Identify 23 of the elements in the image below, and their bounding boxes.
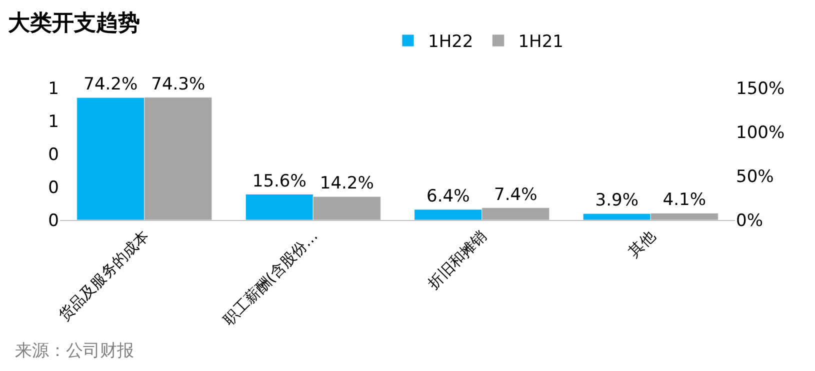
y-tick-label: 0: [48, 144, 59, 165]
y-tick-label: 1: [48, 112, 59, 132]
data-label: 14.2%: [320, 174, 374, 194]
x-tick-label: 折旧和摊销: [424, 226, 490, 293]
y2-tick-label: 50%: [736, 166, 774, 187]
legend-label: 1H21: [518, 32, 564, 52]
legend-label: 1H22: [428, 32, 474, 52]
data-label: 6.4%: [426, 186, 470, 206]
data-label: 15.6%: [252, 171, 306, 192]
data-label: 74.2%: [84, 74, 138, 95]
y-tick-label: 0: [48, 178, 59, 198]
y2-tick-label: 100%: [736, 122, 785, 143]
data-label: 4.1%: [662, 190, 706, 210]
data-label: 3.9%: [595, 190, 638, 211]
y2-tick-label: 0%: [736, 210, 763, 231]
y2-tick-label: 150%: [736, 78, 785, 99]
y-tick-label: 1: [48, 78, 59, 99]
chart-title: 大类开支趋势: [8, 11, 140, 36]
data-label: 7.4%: [494, 184, 538, 205]
x-tick-label: 职工薪酬(含股份…: [220, 226, 322, 329]
source-note: 来源：公司财报: [15, 341, 134, 361]
x-tick-label: 其他: [624, 226, 659, 261]
data-label: 74.3%: [151, 74, 206, 94]
